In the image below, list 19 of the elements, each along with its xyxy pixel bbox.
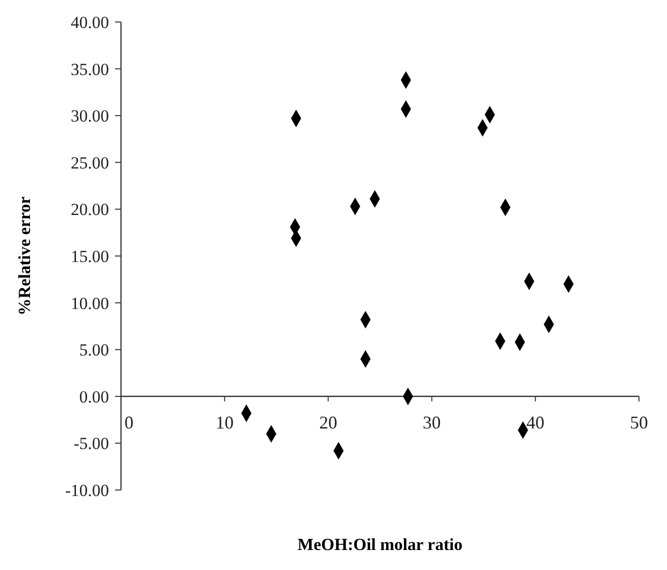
x-tick-label: 50	[630, 412, 648, 432]
y-axis-title: %Relative error	[15, 196, 34, 316]
y-tick-label: 40.00	[70, 12, 109, 32]
y-tick-label: 20.00	[70, 200, 109, 220]
x-tick-label: 0	[124, 412, 134, 432]
y-tick-label: -10.00	[65, 480, 109, 500]
x-tick-label: 30	[422, 412, 441, 432]
y-tick-label: 35.00	[70, 60, 109, 79]
y-tick-label: 15.00	[70, 246, 109, 266]
x-tick-label: 40	[526, 412, 544, 432]
y-tick-label: 25.00	[70, 153, 109, 172]
y-tick-label: -5.00	[74, 434, 109, 454]
y-tick-label: 10.00	[70, 294, 109, 313]
y-tick-label: 30.00	[70, 106, 109, 126]
y-tick-label: 5.00	[79, 340, 109, 360]
x-tick-label: 10	[216, 412, 234, 432]
x-axis-title: MeOH:Oil molar ratio	[298, 535, 462, 554]
x-tick-label: 20	[319, 412, 338, 432]
y-tick-label: 0.00	[79, 387, 109, 406]
